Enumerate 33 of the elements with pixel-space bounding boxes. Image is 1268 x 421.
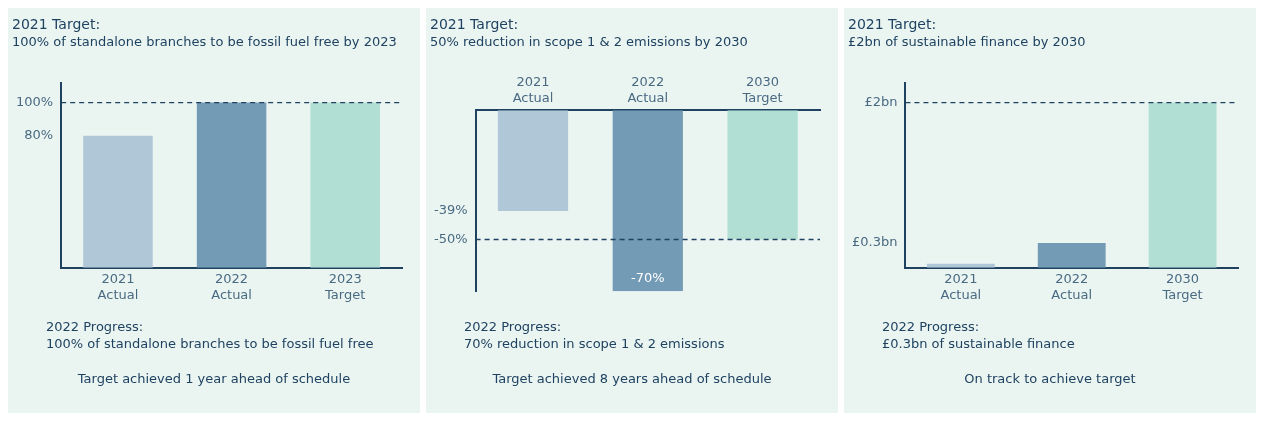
text: Target achieved 8 years ahead of schedule (491, 371, 773, 386)
x-tick-label: 2023 Target (324, 270, 366, 302)
text: Target achieved 1 year ahead of schedule (76, 371, 352, 386)
chart-subtitle: 50% reduction in scope 1 & 2 emissions by 2030 (429, 34, 749, 49)
text: 2022 Progress: (45, 319, 145, 334)
text: 100% of standalone branches to be fossil fuel free (45, 336, 375, 351)
x-tick-label: 2022 Actual (211, 270, 252, 302)
y-tick-label: -39% (433, 202, 468, 218)
data-label: -70% (631, 270, 665, 286)
text: 2022 Progress: (463, 319, 563, 334)
text: 70% reduction in scope 1 & 2 emissions (463, 336, 726, 351)
y-tick-label: -50% (433, 230, 468, 246)
y-tick-label: £0.3bn (852, 234, 898, 250)
chart-title: 2021 Target: (11, 16, 102, 32)
x-tick-label: 2030 Target (1161, 270, 1203, 302)
x-tick-label: 2021 Actual (512, 74, 554, 105)
chart-subtitle: 100% of standalone branches to be fossil fuel free by 2023 (11, 34, 398, 49)
text: £0.3bn of sustainable finance (881, 336, 1076, 351)
chart-title: 2021 Target: (847, 16, 938, 32)
bar (1037, 243, 1106, 268)
chart-subtitle: £2bn of sustainable finance by 2030 (847, 34, 1087, 49)
bar (1148, 102, 1217, 268)
x-tick-label: 2022 Actual (1051, 270, 1093, 302)
y-tick-label: 80% (24, 127, 54, 143)
x-tick-label: 2021 Actual (940, 270, 982, 302)
x-tick-label: 2022 Actual (627, 74, 669, 105)
y-tick-label: £2bn (864, 94, 898, 109)
x-tick-label: 2021 Actual (97, 270, 139, 302)
text: 2022 Progress: (881, 319, 981, 334)
text: On track to achieve target (963, 371, 1137, 386)
x-tick-label: 2030 Target (741, 74, 783, 105)
y-tick-label: 100% (15, 94, 54, 109)
chart-title: 2021 Target: (429, 16, 520, 32)
